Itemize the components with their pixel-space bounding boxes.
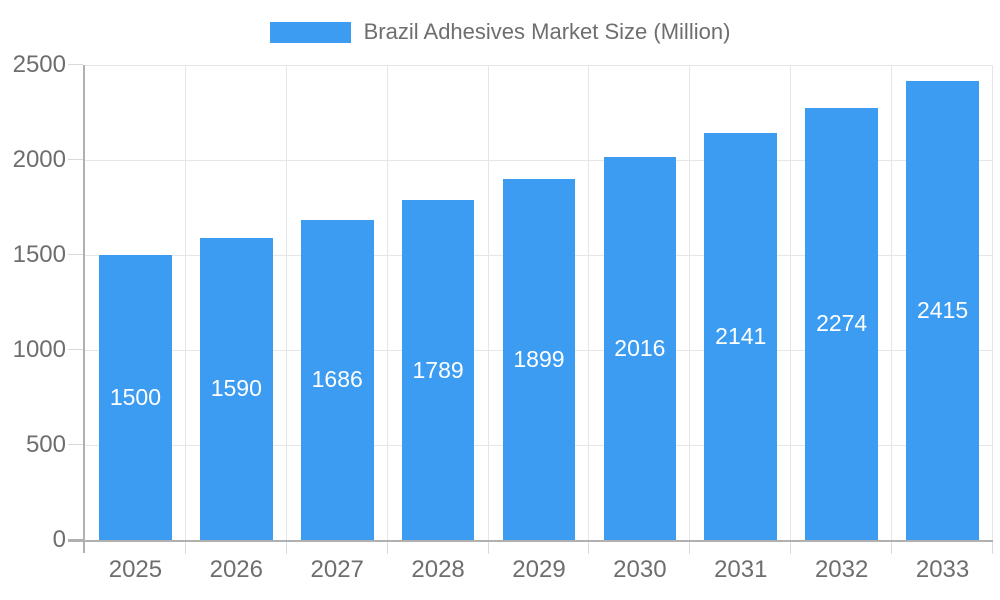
y-axis-tick xyxy=(68,159,83,160)
bar-value-label: 1686 xyxy=(311,366,363,393)
y-axis-tick xyxy=(68,444,83,445)
y-axis-tick xyxy=(68,539,83,540)
x-axis-tick xyxy=(790,542,792,554)
x-axis-label: 2026 xyxy=(209,556,263,583)
x-axis-tick xyxy=(588,542,590,554)
y-axis-tick xyxy=(68,64,83,65)
x-axis-tick xyxy=(184,542,186,554)
legend-swatch[interactable] xyxy=(269,21,351,43)
legend[interactable]: Brazil Adhesives Market Size (Million) xyxy=(0,19,1000,45)
bar-value-label: 1899 xyxy=(513,346,565,373)
gridline-vertical xyxy=(386,65,388,540)
y-axis-label: 2500 xyxy=(12,51,66,78)
legend-label[interactable]: Brazil Adhesives Market Size (Million) xyxy=(363,19,731,44)
gridline-vertical xyxy=(184,65,186,540)
bar-value-label: 1500 xyxy=(109,384,161,410)
bar-value-label: 1590 xyxy=(210,375,262,402)
y-axis-label: 500 xyxy=(25,431,66,458)
x-axis-tick xyxy=(992,542,993,554)
x-axis-label: 2032 xyxy=(814,556,869,583)
x-axis-label: 2028 xyxy=(411,556,465,583)
x-axis-label: 2031 xyxy=(714,556,768,583)
x-axis-line xyxy=(68,540,993,542)
y-axis-label: 1000 xyxy=(12,336,66,363)
bar[interactable]: 1500 xyxy=(99,255,172,540)
y-axis-label: 2000 xyxy=(12,146,66,173)
y-axis-tick xyxy=(68,254,83,255)
bar[interactable]: 1686 xyxy=(300,219,374,540)
gridline-vertical xyxy=(588,65,590,540)
y-axis-label: 0 xyxy=(52,526,66,553)
gridline-vertical xyxy=(285,65,287,540)
bar-value-label: 2274 xyxy=(816,310,868,337)
x-axis-tick xyxy=(386,542,388,554)
y-axis-label: 1500 xyxy=(12,241,66,268)
y-axis-tick xyxy=(68,349,83,350)
gridline-vertical xyxy=(487,65,489,540)
gridline-horizontal xyxy=(85,160,993,161)
bar-value-label: 2141 xyxy=(715,323,767,350)
bar-value-label: 2016 xyxy=(614,334,666,361)
x-axis-label: 2030 xyxy=(613,556,667,583)
bar-value-label: 1789 xyxy=(412,356,464,383)
bar-value-label: 2415 xyxy=(916,297,969,324)
x-axis-tick xyxy=(285,542,287,554)
y-axis-line xyxy=(83,65,85,553)
bar[interactable]: 2141 xyxy=(704,133,778,540)
bar[interactable]: 1789 xyxy=(401,200,475,540)
gridline-vertical xyxy=(992,65,993,540)
bar[interactable]: 2415 xyxy=(906,81,979,540)
bar[interactable]: 1899 xyxy=(502,179,576,540)
gridline-vertical xyxy=(790,65,792,540)
bar[interactable]: 2274 xyxy=(805,107,878,540)
x-axis-tick xyxy=(689,542,691,554)
x-axis-label: 2029 xyxy=(512,556,566,583)
x-axis-tick xyxy=(487,542,489,554)
bar[interactable]: 1590 xyxy=(200,237,273,540)
plot-area: 0 500 1000 1500 2000 2500 1500 2025 1590 2026 1686… xyxy=(13,53,993,582)
gridline-horizontal xyxy=(85,65,993,66)
x-axis-tick xyxy=(891,542,893,554)
x-axis-label: 2025 xyxy=(108,556,163,583)
gridline-vertical xyxy=(891,65,893,540)
x-axis-label: 2033 xyxy=(915,556,970,583)
x-axis-label: 2027 xyxy=(310,556,364,583)
gridline-vertical xyxy=(689,65,691,540)
bar[interactable]: 2016 xyxy=(603,156,677,540)
